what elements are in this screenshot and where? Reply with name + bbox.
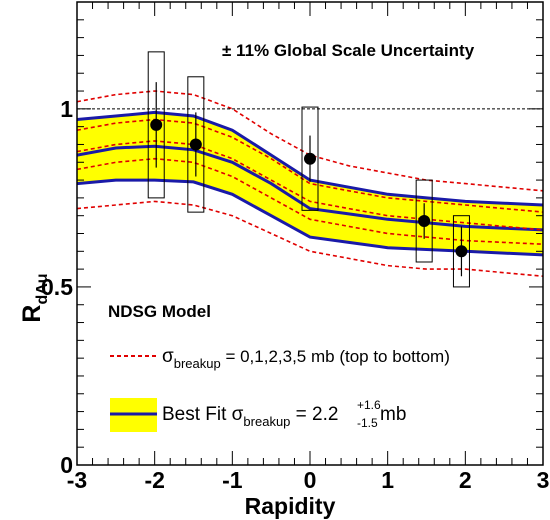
data-point-3 (418, 215, 431, 228)
legend-fit-err-down: -1.5 (357, 416, 378, 430)
data-point-1 (189, 138, 202, 151)
global-scale-text: ± 11% Global Scale Uncertainty (222, 41, 475, 60)
axis-ticks: -3 -2 -1 0 1 2 3 0 0.5 1 (41, 1, 550, 493)
x-tick-label: 2 (459, 467, 472, 493)
x-tick-label: -1 (222, 467, 243, 493)
data-point-0 (150, 118, 163, 131)
x-tick-label: -3 (67, 467, 87, 493)
y-axis-title: RdAu (18, 273, 51, 322)
sys-error-box-1 (187, 76, 205, 213)
x-tick-label: 1 (381, 467, 394, 493)
y-tick-label: 1 (60, 96, 73, 122)
x-tick-label: -2 (144, 467, 164, 493)
y-tick-label: 0 (60, 452, 73, 478)
breakup-curve-3 (77, 157, 543, 245)
sys-error-box-0 (147, 51, 165, 199)
data-point-4 (455, 245, 468, 258)
breakup-curve-4 (77, 200, 543, 277)
x-tick-label: 3 (537, 467, 550, 493)
data-points (147, 51, 470, 288)
legend-fit-err-up: +1.6 (357, 398, 381, 412)
y-tick-label: 0.5 (41, 274, 73, 300)
breakup-curve-0 (77, 90, 543, 192)
x-axis-title: Rapidity (245, 493, 336, 519)
data-point-2 (304, 152, 316, 165)
x-tick-label: 0 (304, 467, 317, 493)
legend-dashed-label: σbreakup = 0,1,2,3,5 mb (top to bottom) (162, 346, 450, 371)
breakup-curve-2 (77, 140, 543, 231)
sys-error-box-4 (452, 215, 470, 288)
sys-error-box-3 (415, 179, 433, 263)
legend-fit-label: Best Fit σbreakup = 2.2 (162, 404, 338, 429)
band-central-line (77, 144, 543, 232)
model-label: NDSG Model (108, 302, 211, 321)
global-scale-annotation: ± 11% Global Scale Uncertainty (222, 41, 475, 60)
legend-fit-unit: mb (380, 404, 406, 425)
sys-error-box-2 (301, 106, 319, 211)
